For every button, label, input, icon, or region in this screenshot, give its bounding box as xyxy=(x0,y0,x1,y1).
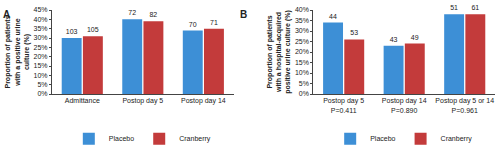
svg-text:Cranberry: Cranberry xyxy=(441,135,473,143)
svg-text:0%: 0% xyxy=(37,90,47,97)
svg-text:70: 70 xyxy=(189,21,197,28)
svg-text:103: 103 xyxy=(66,28,78,35)
svg-text:Placebo: Placebo xyxy=(109,135,134,142)
svg-text:Postop day 5P=0.411: Postop day 5P=0.411 xyxy=(323,97,364,113)
svg-text:20%: 20% xyxy=(295,48,309,55)
svg-text:45%: 45% xyxy=(34,6,48,13)
svg-text:5%: 5% xyxy=(299,80,309,87)
svg-text:25%: 25% xyxy=(295,38,309,45)
svg-text:25%: 25% xyxy=(34,44,48,51)
svg-text:Postop day 5: Postop day 5 xyxy=(122,97,163,105)
svg-text:Proportion of patientswith a h: Proportion of patientswith a hospital-ac… xyxy=(266,10,292,94)
svg-text:105: 105 xyxy=(87,26,99,33)
svg-text:15%: 15% xyxy=(34,62,48,69)
svg-text:72: 72 xyxy=(128,9,136,16)
svg-text:30%: 30% xyxy=(295,27,309,34)
svg-text:5%: 5% xyxy=(37,81,47,88)
svg-text:30%: 30% xyxy=(34,34,48,41)
svg-text:82: 82 xyxy=(149,11,157,18)
svg-text:51: 51 xyxy=(450,4,458,11)
svg-text:Admittance: Admittance xyxy=(65,97,100,104)
svg-text:49: 49 xyxy=(411,34,419,41)
svg-text:B: B xyxy=(240,9,247,20)
svg-text:35%: 35% xyxy=(34,25,48,32)
svg-text:10%: 10% xyxy=(34,72,48,79)
svg-text:Postop day 5 or 14P=0.961: Postop day 5 or 14P=0.961 xyxy=(435,97,494,113)
svg-text:35%: 35% xyxy=(295,17,309,24)
svg-text:0%: 0% xyxy=(299,90,309,97)
svg-text:40%: 40% xyxy=(295,6,309,13)
svg-text:Postop day 14: Postop day 14 xyxy=(181,97,226,105)
svg-text:10%: 10% xyxy=(295,69,309,76)
svg-text:15%: 15% xyxy=(295,59,309,66)
svg-text:Cranberry: Cranberry xyxy=(179,135,211,143)
svg-text:40%: 40% xyxy=(34,16,48,23)
svg-text:20%: 20% xyxy=(34,53,48,60)
svg-text:44: 44 xyxy=(329,13,337,20)
svg-text:61: 61 xyxy=(471,4,479,11)
svg-text:71: 71 xyxy=(210,19,218,26)
svg-text:43: 43 xyxy=(390,36,398,43)
svg-text:Postop day 14P=0.890: Postop day 14P=0.890 xyxy=(382,97,427,113)
svg-text:Placebo: Placebo xyxy=(370,135,395,142)
svg-text:A: A xyxy=(3,9,10,20)
svg-text:Proportion of patientswith a p: Proportion of patientswith a positive ur… xyxy=(4,15,30,88)
svg-text:53: 53 xyxy=(350,29,358,36)
